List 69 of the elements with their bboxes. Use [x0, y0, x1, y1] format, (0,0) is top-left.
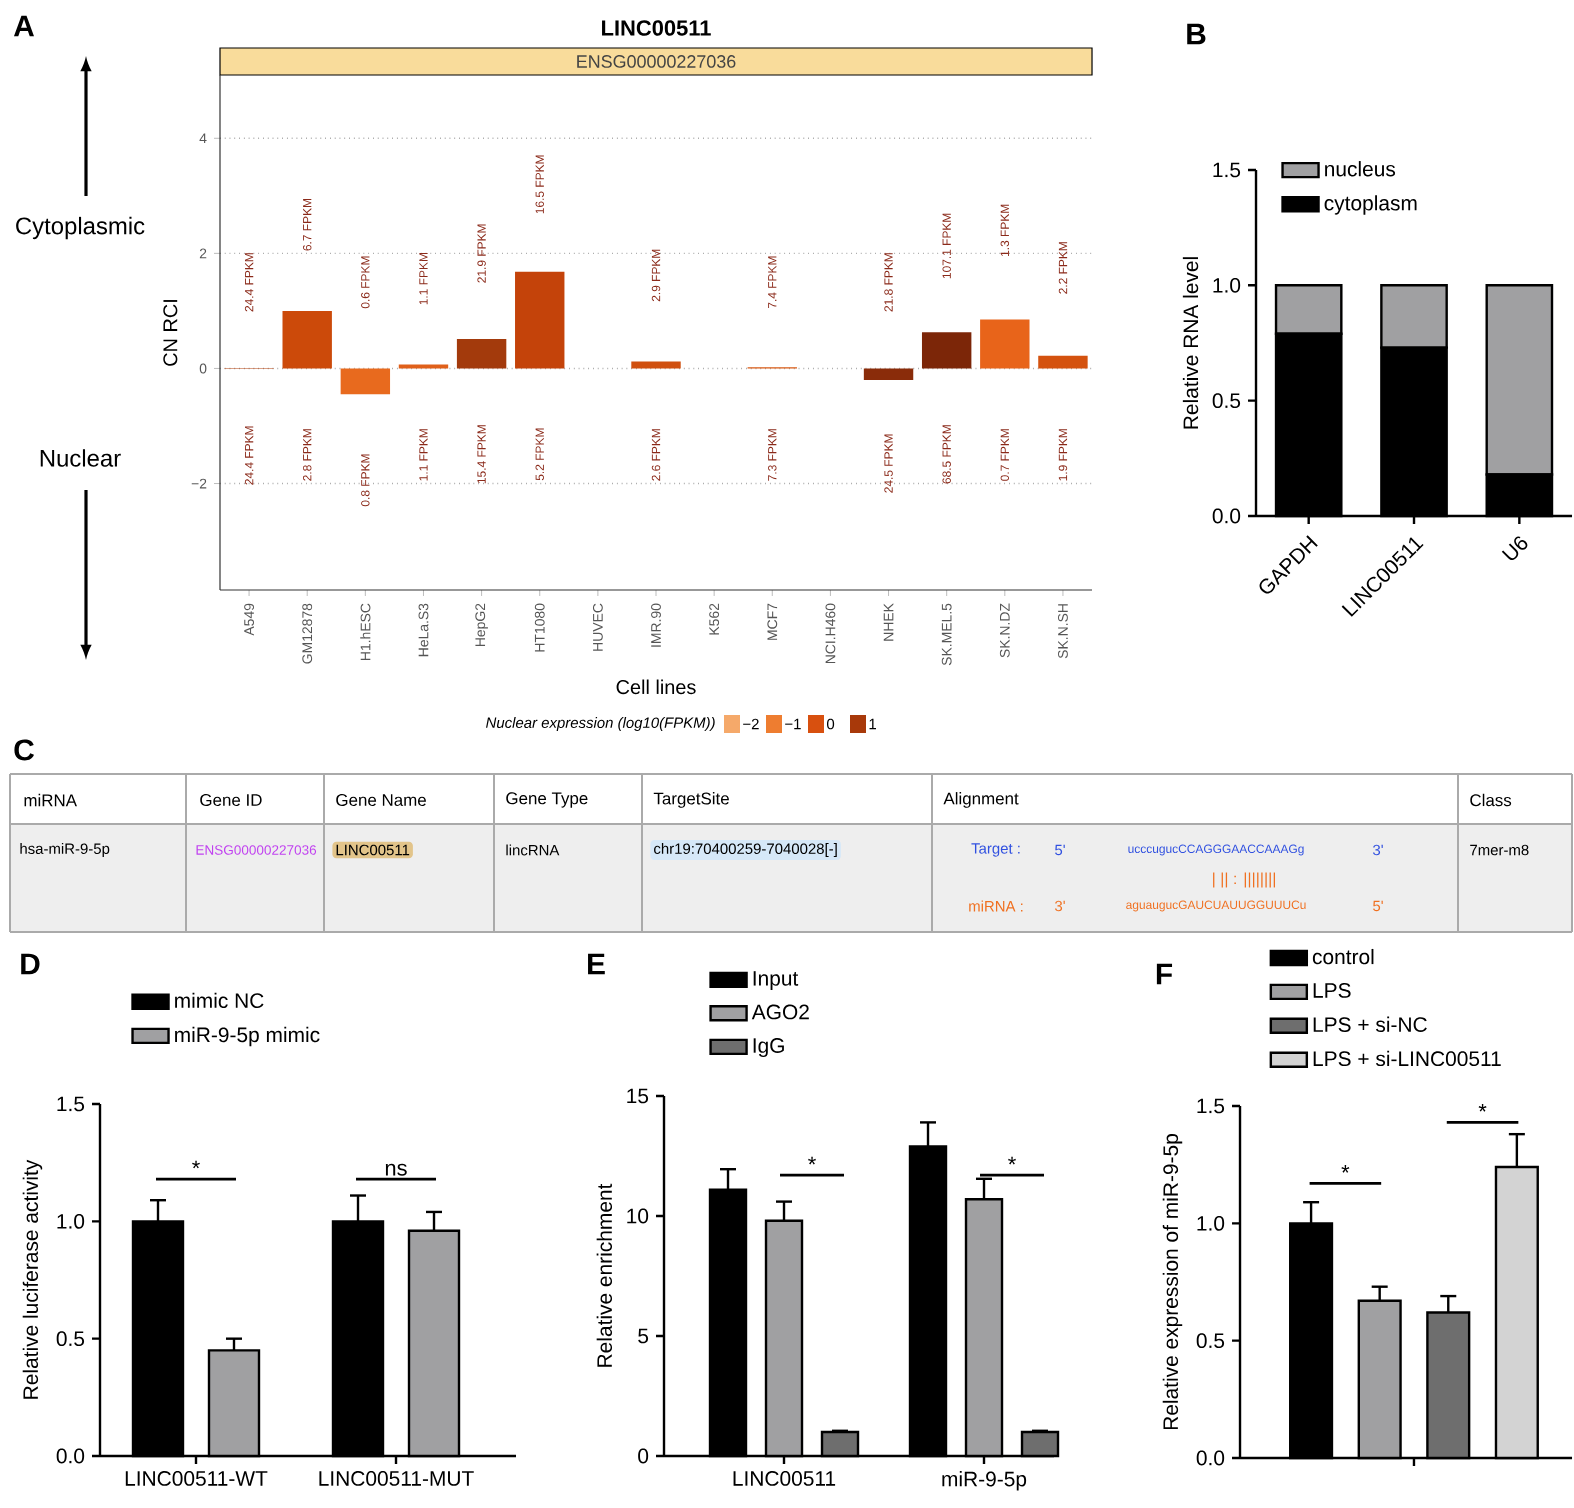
- text: Nuclear: [40, 449, 121, 467]
- y-tick-label: 1.5: [1213, 162, 1241, 178]
- y-axis-title: Relative expression of miR-9-5p: [1162, 1134, 1183, 1430]
- y-tick-label: 1.0: [1197, 1215, 1225, 1231]
- y-tick-label: 0.5: [1212, 393, 1241, 409]
- x-tick-label: miR-9-5p: [942, 1471, 1027, 1491]
- bar: [980, 319, 1030, 369]
- legend-label: nucleus: [1325, 161, 1396, 177]
- text: B: [1187, 23, 1206, 45]
- annotation: *: [808, 1156, 816, 1165]
- y-tick-label: 0.5: [56, 1331, 85, 1347]
- x-tick-label: LINC00511: [733, 1471, 836, 1486]
- y-tick-label: 1.0: [1213, 277, 1241, 293]
- legend-label: IgG: [753, 1038, 784, 1058]
- y-tick-label: 0.5: [1196, 1333, 1225, 1349]
- legend-label: LPS + si-NC: [1313, 1016, 1427, 1032]
- y-tick-label: 0.0: [56, 1448, 85, 1464]
- x-axis-title: Cell lines: [616, 679, 696, 695]
- legend-label: AGO2: [751, 1004, 809, 1020]
- y-tick-label: 1.5: [57, 1096, 85, 1112]
- text: miRNA: [24, 793, 77, 807]
- chart-subtitle: ENSG00000227036: [577, 55, 736, 68]
- text: Cytoplasmic: [16, 216, 145, 240]
- chart-title: LINC00511: [602, 20, 711, 36]
- text: Gene Name: [336, 794, 426, 806]
- bar: [282, 310, 332, 369]
- bar: [921, 332, 972, 369]
- text: F: [1156, 963, 1173, 985]
- text: TargetSite: [653, 792, 729, 808]
- text: Gene Type: [506, 792, 588, 808]
- annotation: *: [1341, 1164, 1350, 1173]
- bar: [863, 368, 914, 380]
- legend-label: mimic NC: [175, 992, 264, 1009]
- y-tick-label: 0: [638, 1448, 649, 1464]
- annotation: ns: [385, 1163, 407, 1176]
- y-axis-title: Relative RNA level: [1182, 257, 1199, 429]
- legend-label: LPS + si-LINC00511: [1313, 1050, 1501, 1067]
- text: E: [588, 953, 605, 975]
- text: D: [21, 953, 40, 975]
- text: C: [14, 739, 34, 761]
- y-tick-label: 0.0: [1212, 508, 1241, 524]
- y-tick-label: 5: [638, 1328, 649, 1344]
- y-axis-title: Relative enrichment: [596, 1183, 613, 1367]
- legend-label: control: [1312, 948, 1374, 965]
- text: Gene ID: [200, 794, 262, 806]
- y-tick-label: 0.0: [1196, 1450, 1225, 1466]
- x-tick-label: LINC00511-WT: [125, 1471, 268, 1486]
- y-tick-label: 1.5: [1197, 1098, 1225, 1114]
- bar: [1038, 355, 1088, 369]
- annotation: *: [1008, 1156, 1016, 1165]
- bar: [456, 339, 507, 369]
- legend-label: Input: [753, 971, 799, 990]
- legend-label: miR-9-5p mimic: [175, 1026, 320, 1047]
- legend-label: cytoplasm: [1324, 195, 1417, 215]
- annotation: *: [192, 1160, 200, 1169]
- bar: [340, 368, 391, 395]
- text: A: [13, 15, 34, 37]
- y-tick-label: 1.0: [57, 1213, 85, 1229]
- y-axis-title: CN RCI: [163, 300, 178, 366]
- y-tick-label: 15: [627, 1088, 649, 1104]
- x-tick-label: LINC00511-MUT: [319, 1471, 474, 1486]
- bar: [515, 271, 565, 369]
- legend-label: LPS: [1313, 983, 1351, 998]
- y-tick-label: 10: [627, 1208, 649, 1224]
- x-tick-label: U6: [1501, 536, 1528, 561]
- text: Class: [1470, 793, 1512, 807]
- text: Alignment: [943, 792, 1019, 808]
- y-axis-title: Relative luciferase activity: [22, 1159, 43, 1399]
- annotation: *: [1478, 1103, 1487, 1112]
